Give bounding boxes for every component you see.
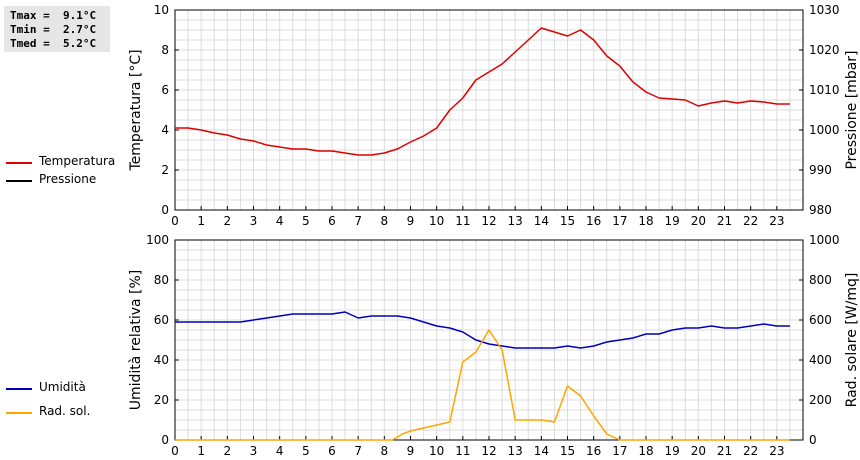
top-y-right-tick-label: 1030 xyxy=(809,3,840,17)
top-x-tick-label: 7 xyxy=(354,214,362,228)
top-x-tick-label: 4 xyxy=(276,214,284,228)
bottom-x-tick-label: 18 xyxy=(638,444,653,458)
bottom-x-tick-label: 21 xyxy=(717,444,732,458)
top-x-tick-label: 1 xyxy=(197,214,205,228)
bottom-y-right-axis-label: Rad. solare [W/mq] xyxy=(844,273,860,408)
legend-label-rad-sol: Rad. sol. xyxy=(39,404,91,418)
top-y-tick-label: 0 xyxy=(161,203,169,217)
top-x-tick-label: 20 xyxy=(691,214,706,228)
legend-label-pressione: Pressione xyxy=(39,172,97,186)
tmin-stat: Tmin = 2.7°C xyxy=(10,23,97,36)
bottom-x-tick-label: 0 xyxy=(171,444,179,458)
bottom-x-tick-label: 10 xyxy=(429,444,444,458)
bottom-y-right-tick-label: 600 xyxy=(809,313,832,327)
bottom-x-tick-label: 12 xyxy=(481,444,496,458)
bottom-x-tick-label: 9 xyxy=(407,444,415,458)
bottom-y-right-tick-label: 800 xyxy=(809,273,832,287)
top-x-tick-label: 12 xyxy=(481,214,496,228)
top-y-right-tick-label: 990 xyxy=(809,163,832,177)
top-y-right-axis-label: Pressione [mbar] xyxy=(844,50,860,169)
bottom-x-tick-label: 7 xyxy=(354,444,362,458)
top-x-tick-label: 9 xyxy=(407,214,415,228)
bottom-x-tick-label: 3 xyxy=(250,444,258,458)
legend-label-umidita: Umidità xyxy=(39,380,86,394)
bottom-y-tick-label: 100 xyxy=(146,233,169,247)
top-x-tick-label: 13 xyxy=(508,214,523,228)
top-y-right-tick-label: 1000 xyxy=(809,123,840,137)
top-y-tick-label: 4 xyxy=(161,123,169,137)
bottom-x-tick-label: 2 xyxy=(224,444,232,458)
bottom-x-tick-label: 15 xyxy=(560,444,575,458)
top-x-tick-label: 0 xyxy=(171,214,179,228)
bottom-y-tick-label: 20 xyxy=(154,393,169,407)
legend-swatch-temperatura xyxy=(6,162,32,164)
bottom-x-tick-label: 11 xyxy=(455,444,470,458)
top-series-temperatura-line xyxy=(175,27,790,156)
bottom-x-tick-label: 4 xyxy=(276,444,284,458)
top-x-tick-label: 19 xyxy=(665,214,680,228)
bottom-x-tick-label: 17 xyxy=(612,444,627,458)
top-y-tick-label: 2 xyxy=(161,163,169,177)
top-x-tick-label: 18 xyxy=(638,214,653,228)
bottom-x-tick-label: 23 xyxy=(769,444,784,458)
bottom-x-tick-label: 20 xyxy=(691,444,706,458)
top-x-tick-label: 21 xyxy=(717,214,732,228)
tmed-stat: Tmed = 5.2°C xyxy=(10,37,97,50)
bottom-y-tick-label: 80 xyxy=(154,273,169,287)
bottom-x-tick-label: 22 xyxy=(743,444,758,458)
bottom-x-tick-label: 19 xyxy=(665,444,680,458)
top-x-tick-label: 14 xyxy=(534,214,549,228)
bottom-x-tick-label: 6 xyxy=(328,444,336,458)
top-y-right-tick-label: 1020 xyxy=(809,43,840,57)
bottom-y-right-tick-label: 400 xyxy=(809,353,832,367)
tmax-stat: Tmax = 9.1°C xyxy=(10,9,97,22)
top-y-tick-label: 8 xyxy=(161,43,169,57)
bottom-y-right-tick-label: 0 xyxy=(809,433,817,447)
top-x-tick-label: 2 xyxy=(224,214,232,228)
bottom-y-right-tick-label: 1000 xyxy=(809,233,840,247)
bottom-y-axis-label: Umidità relativa [%] xyxy=(128,270,144,411)
temperature-stats-box: Tmax = 9.1°C Tmin = 2.7°C Tmed = 5.2°C xyxy=(4,6,110,52)
bottom-x-tick-label: 1 xyxy=(197,444,205,458)
legend-swatch-umidita xyxy=(6,388,32,390)
bottom-x-tick-label: 14 xyxy=(534,444,549,458)
top-x-tick-label: 10 xyxy=(429,214,444,228)
top-x-tick-label: 3 xyxy=(250,214,258,228)
bottom-x-tick-label: 13 xyxy=(508,444,523,458)
top-x-tick-label: 16 xyxy=(586,214,601,228)
top-x-tick-label: 11 xyxy=(455,214,470,228)
bottom-y-tick-label: 60 xyxy=(154,313,169,327)
bottom-series-rad-sol-line xyxy=(175,329,790,441)
bottom-y-tick-label: 40 xyxy=(154,353,169,367)
legend-swatch-rad-sol xyxy=(6,412,32,414)
top-y-axis-label: Temperatura [°C] xyxy=(128,49,144,171)
top-x-tick-label: 17 xyxy=(612,214,627,228)
top-y-tick-label: 6 xyxy=(161,83,169,97)
top-x-tick-label: 22 xyxy=(743,214,758,228)
top-y-right-tick-label: 980 xyxy=(809,203,832,217)
top-y-tick-label: 10 xyxy=(154,3,169,17)
bottom-y-tick-label: 0 xyxy=(161,433,169,447)
top-x-tick-label: 8 xyxy=(381,214,389,228)
bottom-y-right-tick-label: 200 xyxy=(809,393,832,407)
top-y-right-tick-label: 1010 xyxy=(809,83,840,97)
legend-swatch-pressione xyxy=(6,180,32,182)
top-x-tick-label: 23 xyxy=(769,214,784,228)
bottom-x-tick-label: 16 xyxy=(586,444,601,458)
legend-label-temperatura: Temperatura xyxy=(39,154,116,168)
top-x-tick-label: 5 xyxy=(302,214,310,228)
bottom-x-tick-label: 5 xyxy=(302,444,310,458)
top-x-tick-label: 6 xyxy=(328,214,336,228)
bottom-x-tick-label: 8 xyxy=(381,444,389,458)
top-x-tick-label: 15 xyxy=(560,214,575,228)
